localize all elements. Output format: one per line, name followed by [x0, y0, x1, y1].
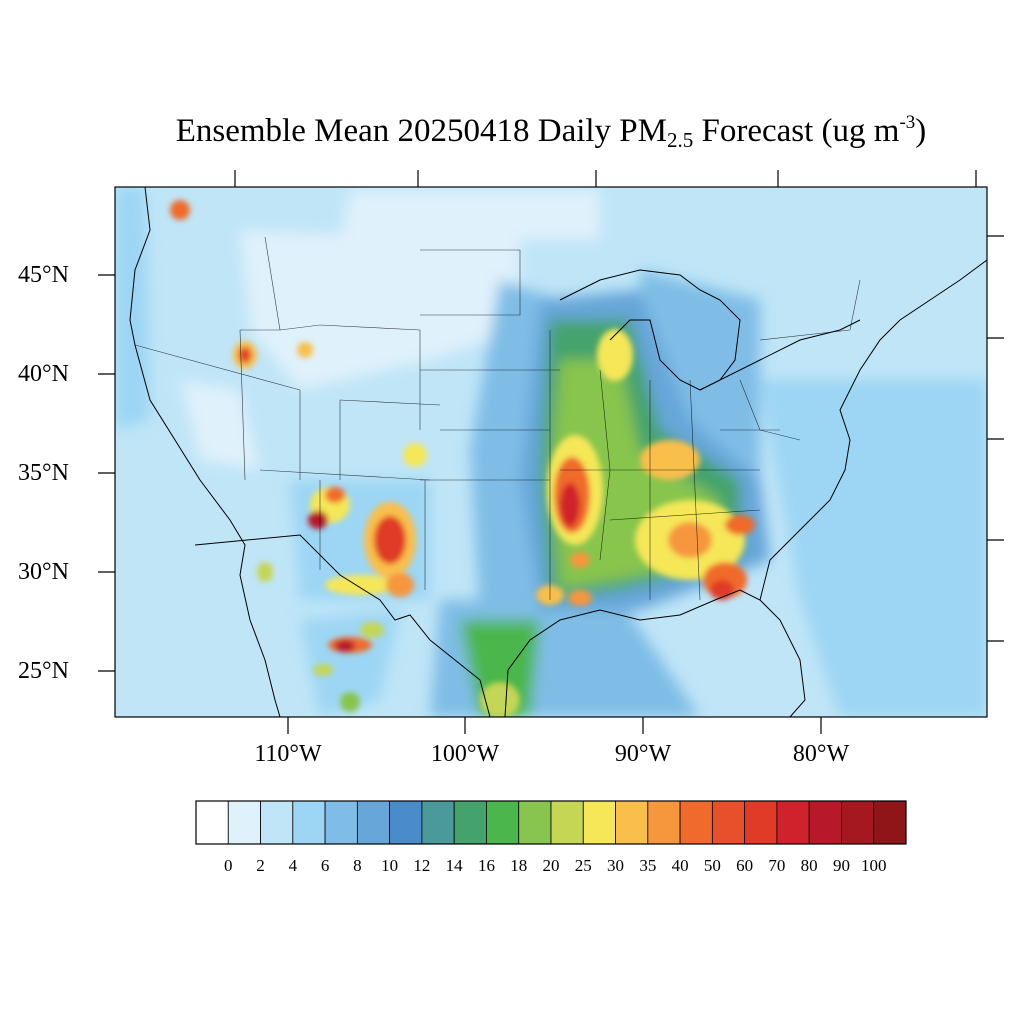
state-borders: [134, 236, 861, 601]
colorbar-label: 50: [703, 856, 721, 875]
colorbar-label: 70: [768, 856, 786, 875]
colorbar-label: 10: [381, 856, 399, 875]
colorbar-swatch: [486, 800, 520, 845]
colorbar-swatch: [679, 800, 713, 845]
colorbar-swatch: [260, 800, 294, 845]
colorbar-swatch: [421, 800, 455, 845]
concentration-field: [115, 187, 987, 717]
colorbar-swatch: [356, 800, 391, 845]
colorbar-swatch: [389, 800, 423, 845]
colorbar-swatch: [873, 800, 907, 845]
axis-ticks: [98, 170, 1004, 734]
lon-label-80w: 80°W: [792, 741, 850, 767]
colorbar-swatch: [582, 800, 616, 845]
colorbar-swatch: [324, 800, 358, 845]
colorbar-swatch: [776, 800, 810, 845]
lon-label-110w: 110°W: [254, 741, 322, 767]
colorbar-label: 60: [736, 856, 754, 875]
lat-label-45n: 45°N: [18, 262, 69, 288]
colorbar-label: 2: [256, 856, 265, 875]
colorbar-label: 4: [288, 856, 298, 875]
lat-label-35n: 35°N: [18, 460, 69, 486]
map-frame: [114, 186, 988, 718]
colorbar-swatch: [647, 800, 681, 845]
lat-label-25n: 25°N: [18, 658, 69, 684]
colorbar-swatch: [550, 800, 584, 845]
colorbar-swatch: [841, 800, 875, 845]
colorbar-label: 12: [413, 856, 431, 875]
colorbar-label: 100: [860, 856, 887, 875]
colorbar-label: 30: [607, 856, 625, 875]
lat-label-40n: 40°N: [18, 361, 69, 387]
pm25-forecast-map: [98, 170, 1004, 734]
colorbar-label: 20: [542, 856, 560, 875]
colorbar-swatch: [615, 800, 649, 845]
colorbar-label: 80: [800, 856, 818, 875]
colorbar-swatch: [227, 800, 261, 845]
colorbar-label: 14: [445, 856, 463, 875]
lon-label-90w: 90°W: [614, 741, 672, 767]
colorbar-swatch: [711, 800, 746, 845]
colorbar-swatch: [195, 800, 229, 845]
colorbar-swatch: [518, 800, 552, 845]
colorbar-label: 25: [574, 856, 592, 875]
colorbar-label: 90: [832, 856, 850, 875]
colorbar-label: 40: [671, 856, 689, 875]
lon-label-100w: 100°W: [430, 741, 500, 767]
colorbar-swatch: [744, 800, 778, 845]
lat-label-30n: 30°N: [18, 559, 69, 585]
map-title: Ensemble Mean 20250418 Daily PM2.5 Forec…: [175, 112, 927, 152]
colorbar-swatch: [453, 800, 487, 845]
colorbar-label: 6: [320, 856, 330, 875]
colorbar-label: 18: [510, 856, 528, 875]
colorbar-label: 35: [639, 856, 657, 875]
colorbar-label: 16: [477, 856, 495, 875]
colorbar-swatch: [292, 800, 326, 845]
colorbar-label: 8: [353, 856, 362, 875]
colorbar-label: 0: [224, 856, 233, 875]
colorbar-swatch: [808, 800, 842, 845]
